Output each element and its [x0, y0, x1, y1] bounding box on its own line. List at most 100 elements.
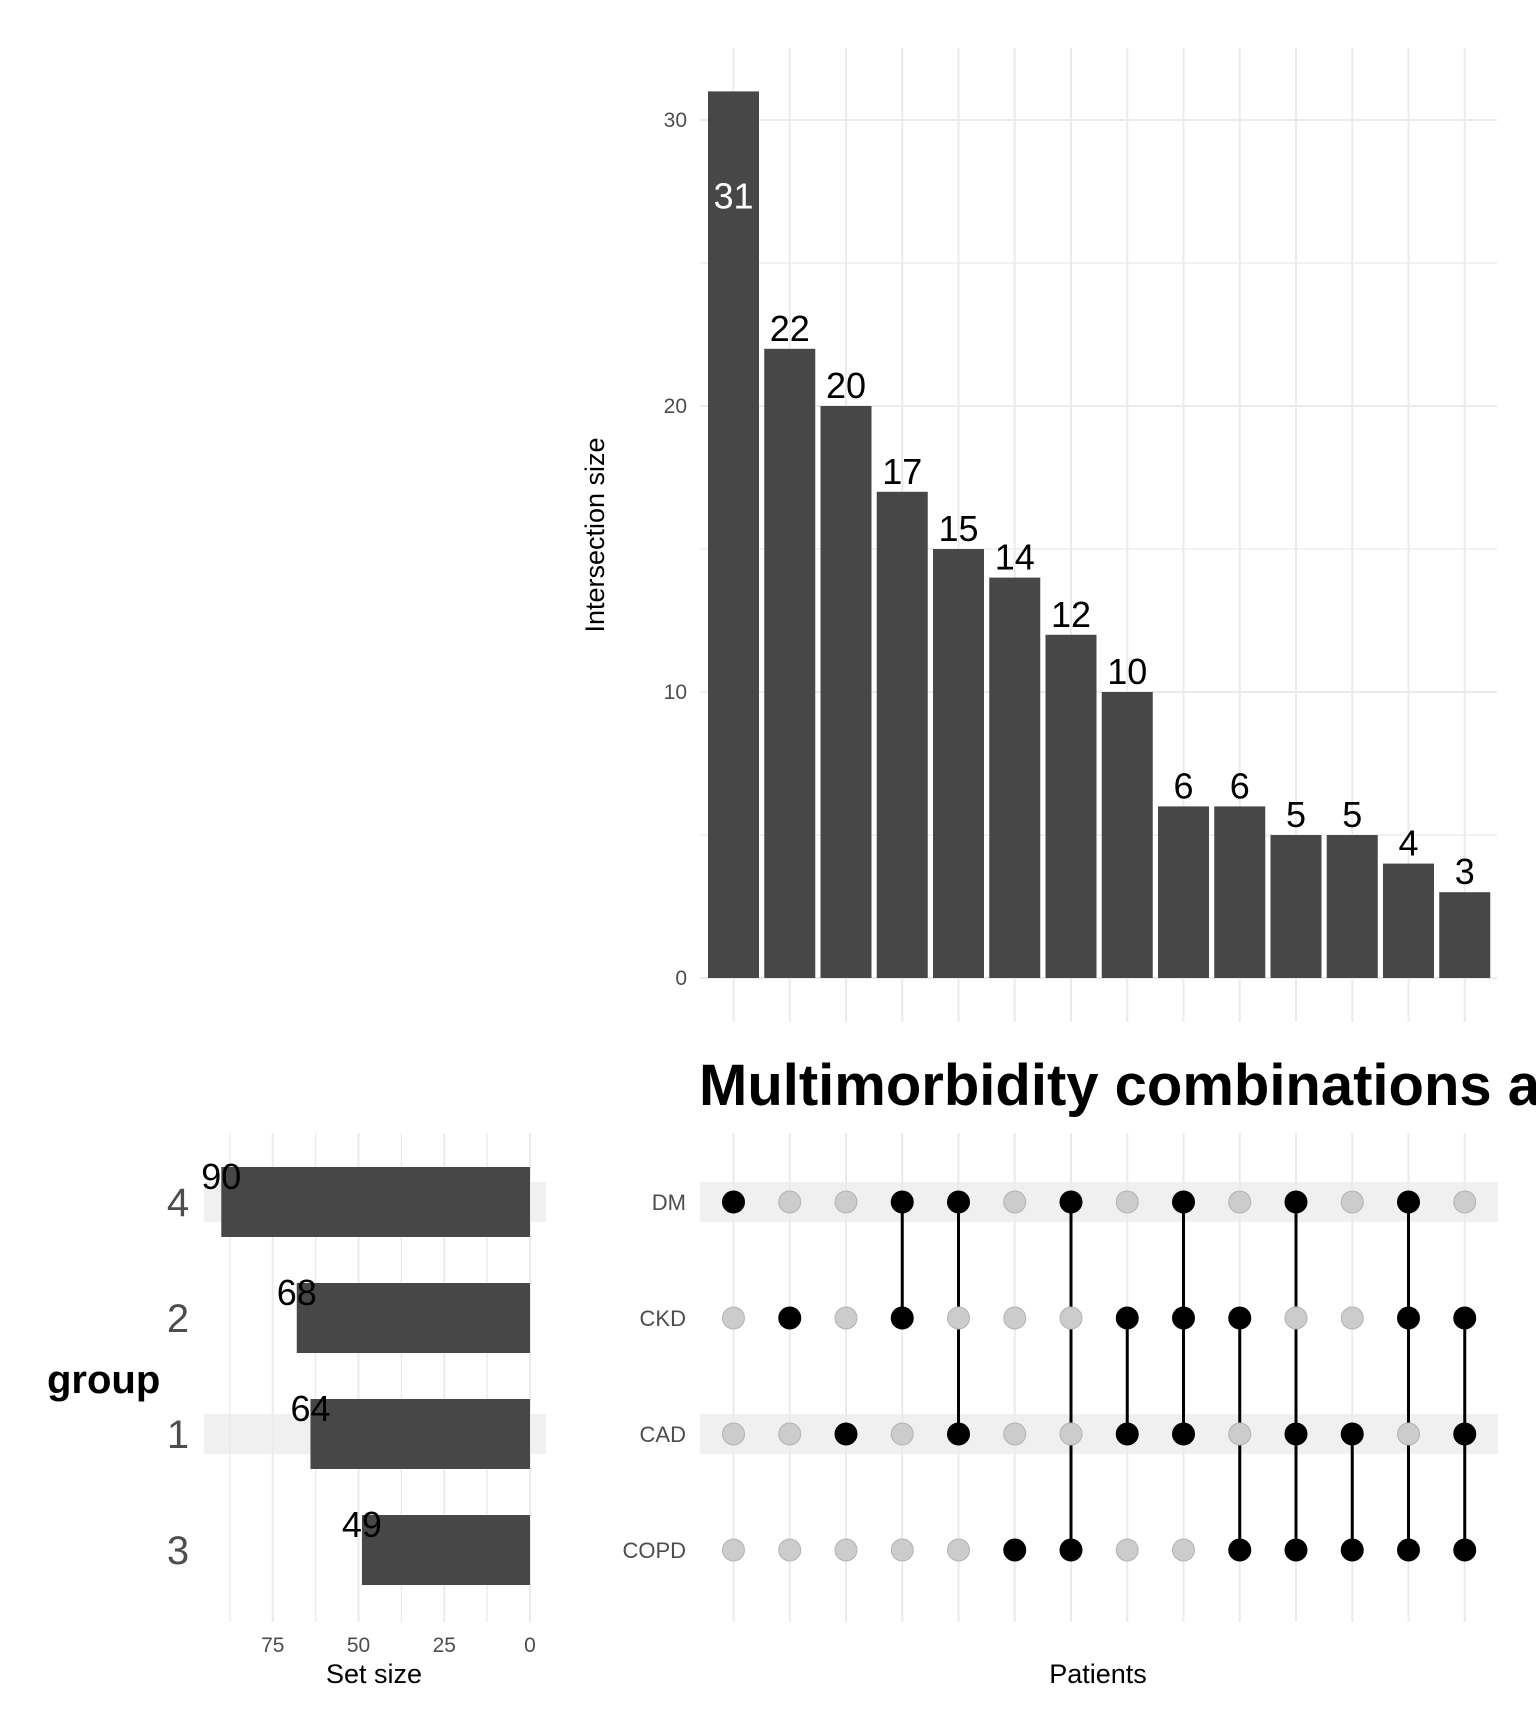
matrix-dot-active — [1115, 1306, 1139, 1330]
intersection-bar — [820, 406, 872, 978]
intersection-bar — [1158, 806, 1209, 978]
intersection-bar — [1045, 634, 1097, 978]
set-size-bar — [361, 1515, 530, 1585]
matrix-row-stripe — [700, 1414, 1498, 1454]
matrix-dot-active — [947, 1190, 970, 1214]
matrix-dot-active — [947, 1422, 970, 1446]
matrix-dot-active — [1172, 1422, 1195, 1446]
intersection-bar-label: 3 — [1455, 851, 1475, 892]
matrix-dot-active — [722, 1190, 745, 1214]
intersection-bar-label: 15 — [938, 508, 978, 549]
matrix-dot-inactive — [1003, 1190, 1027, 1214]
matrix-dot-inactive — [1059, 1422, 1083, 1446]
matrix-dot-inactive — [834, 1538, 858, 1562]
matrix-dot-active — [1453, 1306, 1477, 1330]
intersection-bars — [708, 91, 1491, 978]
matrix-dot-inactive — [1453, 1190, 1477, 1214]
set-size-bar — [310, 1399, 530, 1469]
matrix-dot-active — [1228, 1306, 1252, 1330]
matrix-dot-inactive — [778, 1422, 802, 1446]
matrix-dot-active — [1059, 1190, 1083, 1214]
group-labels: 4 2 1 3 — [167, 1181, 189, 1573]
intersection-bar-label: 12 — [1051, 594, 1091, 635]
set-size-bar-label: 64 — [290, 1388, 330, 1429]
set-size-bars — [221, 1167, 531, 1585]
matrix-dot-active — [1397, 1190, 1420, 1214]
intersection-bar-label: 4 — [1398, 823, 1418, 864]
intersection-bar — [708, 91, 759, 978]
matrix-dot-active — [1397, 1306, 1420, 1330]
set-size-bar — [221, 1167, 531, 1237]
group-label: 1 — [167, 1413, 189, 1457]
group-label: 3 — [167, 1529, 189, 1573]
intersection-bar-label: 14 — [995, 537, 1035, 578]
matrix-dot-inactive — [778, 1190, 802, 1214]
intersection-bar-label: 10 — [1107, 651, 1147, 692]
set-size-x-tick-label: 25 — [433, 1634, 456, 1657]
group-label: 4 — [167, 1181, 189, 1225]
matrix-dot-inactive — [834, 1306, 858, 1330]
matrix-dot-active — [1453, 1422, 1477, 1446]
matrix-dot-active — [1115, 1422, 1139, 1446]
intersection-bar — [1270, 835, 1322, 978]
intersection-bar — [876, 491, 928, 978]
matrix-dot-inactive — [1228, 1190, 1252, 1214]
matrix-dot-active — [890, 1190, 914, 1214]
set-size-bar-label: 49 — [342, 1504, 382, 1545]
set-size-x-tick-label: 75 — [261, 1634, 284, 1657]
matrix-dot-inactive — [1397, 1422, 1420, 1446]
matrix-dot-active — [1284, 1538, 1308, 1562]
matrix-dot-inactive — [947, 1538, 970, 1562]
matrix-dot-inactive — [1003, 1422, 1027, 1446]
matrix-dot-active — [1397, 1538, 1420, 1562]
matrix-dot-active — [778, 1306, 802, 1330]
intersection-bar — [1101, 692, 1153, 978]
matrix-dot-inactive — [1172, 1538, 1195, 1562]
matrix-dot-active — [1172, 1190, 1195, 1214]
set-size-bar-label: 90 — [201, 1156, 241, 1197]
intersection-bar — [1326, 835, 1378, 978]
matrix-dot-inactive — [1340, 1190, 1364, 1214]
matrix-dot-inactive — [1115, 1538, 1139, 1562]
set-size-x-tick-label: 50 — [347, 1634, 370, 1657]
intersection-bar-label: 17 — [882, 451, 922, 492]
intersection-bar-label: 31 — [713, 175, 753, 216]
intersection-bar-label: 20 — [826, 365, 866, 406]
intersection-bar-label: 22 — [770, 308, 810, 349]
intersection-y-tick-label: 10 — [664, 681, 687, 704]
matrix-dot-active — [1003, 1538, 1027, 1562]
matrix-dot-inactive — [1228, 1422, 1252, 1446]
intersection-bar — [933, 549, 984, 978]
intersection-bar-label: 6 — [1230, 765, 1250, 806]
matrix-dot-active — [1284, 1422, 1308, 1446]
matrix-dot-active — [1172, 1306, 1195, 1330]
matrix-x-axis-title: Patients — [1049, 1659, 1147, 1689]
matrix-dot-inactive — [890, 1538, 914, 1562]
set-name-label: CAD — [640, 1422, 686, 1447]
set-size-x-tick-label: 0 — [524, 1634, 536, 1657]
matrix-dot-active — [1453, 1538, 1477, 1562]
set-size-x-ticks: 75 50 25 0 — [261, 1634, 536, 1657]
intersection-bar-label: 5 — [1286, 794, 1306, 835]
intersection-bar — [1214, 806, 1266, 978]
matrix-dot-inactive — [947, 1306, 970, 1330]
intersection-bar — [764, 348, 816, 978]
matrix-stripes — [700, 1182, 1498, 1454]
matrix-dot-active — [1340, 1538, 1364, 1562]
intersection-y-ticks: 0 10 20 30 — [664, 109, 687, 990]
set-name-label: COPD — [622, 1538, 686, 1563]
set-name-labels: DM CKD CAD COPD — [622, 1190, 686, 1563]
matrix-dot-active — [834, 1422, 858, 1446]
intersection-bar — [989, 577, 1041, 978]
matrix-dot-inactive — [722, 1306, 745, 1330]
matrix-dot-active — [1284, 1190, 1308, 1214]
intersection-bar-label: 6 — [1173, 765, 1193, 806]
set-size-bar-label: 68 — [277, 1272, 317, 1313]
matrix-dot-active — [1228, 1538, 1252, 1562]
matrix-row-stripe — [700, 1182, 1498, 1222]
matrix-dot-inactive — [890, 1422, 914, 1446]
set-size-bar — [296, 1283, 530, 1353]
matrix-dot-inactive — [1284, 1306, 1308, 1330]
